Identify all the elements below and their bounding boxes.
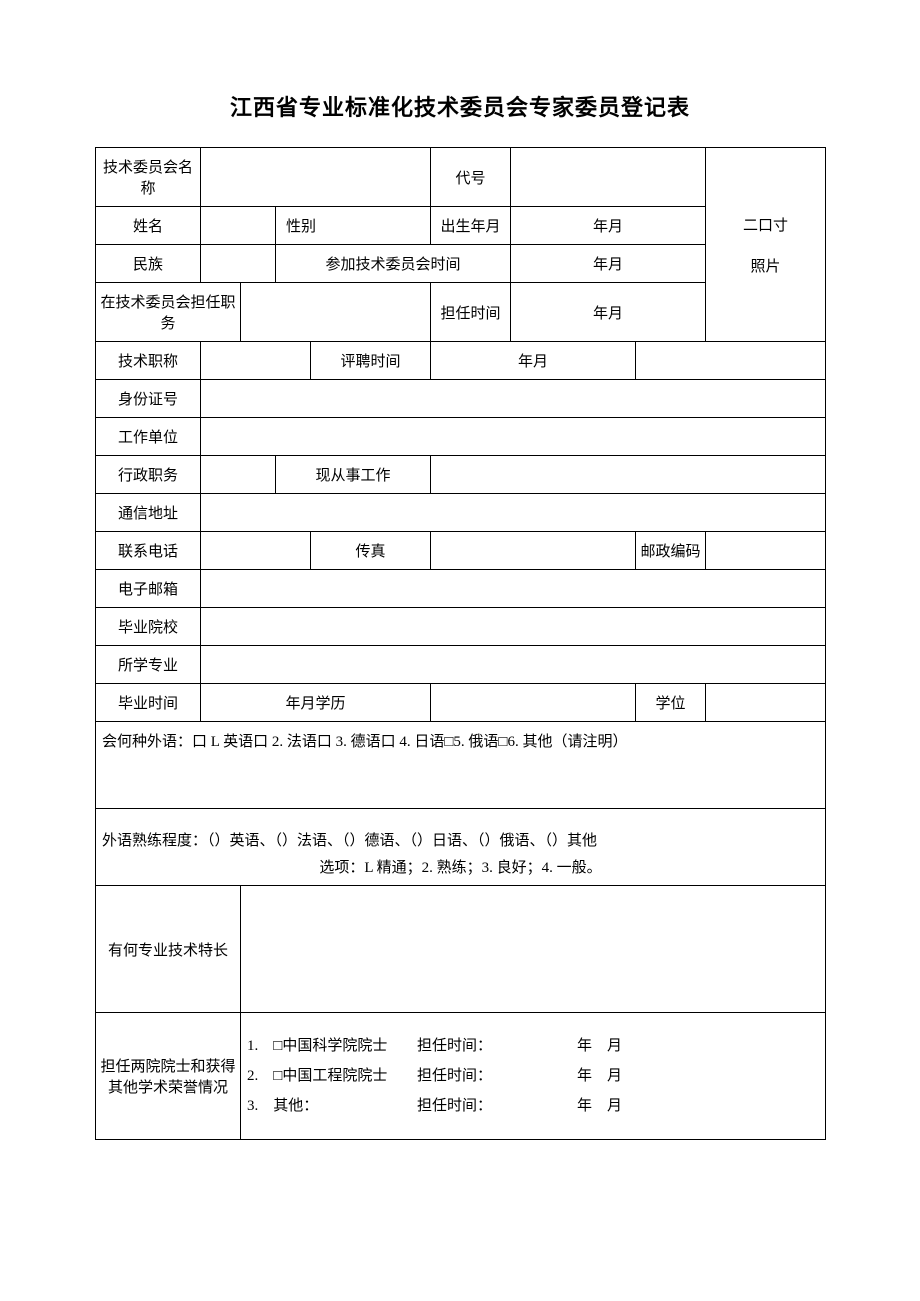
field-committee-name[interactable] xyxy=(201,148,431,207)
label-current-work: 现从事工作 xyxy=(276,456,431,494)
field-major[interactable] xyxy=(201,646,826,684)
field-current-work[interactable] xyxy=(431,456,826,494)
label-appoint-time: 评聘时间 xyxy=(311,342,431,380)
label-committee-position: 在技术委员会担任职务 xyxy=(96,283,241,342)
field-edu-extra[interactable] xyxy=(431,684,636,722)
field-work-unit[interactable] xyxy=(201,418,826,456)
honor-time-3: 担任时间： xyxy=(417,1091,577,1121)
label-ethnic: 民族 xyxy=(96,245,201,283)
label-specialty: 有何专业技术特长 xyxy=(96,886,241,1013)
label-name: 姓名 xyxy=(96,207,201,245)
field-proficiency[interactable]: 外语熟练程度：（）英语、（）法语、（）德语、（）日语、（）俄语、（）其他 选项：… xyxy=(96,809,826,886)
proficiency-options: 选项：L 精通；2. 熟练；3. 良好；4. 一般。 xyxy=(102,856,819,877)
field-id-no[interactable] xyxy=(201,380,826,418)
photo-label: 照片 xyxy=(710,255,821,276)
label-birth: 出生年月 xyxy=(431,207,511,245)
field-grad-edu[interactable]: 年月学历 xyxy=(201,684,431,722)
label-work-unit: 工作单位 xyxy=(96,418,201,456)
field-postal[interactable] xyxy=(706,532,826,570)
photo-area: 二口寸 照片 xyxy=(706,148,826,342)
field-address[interactable] xyxy=(201,494,826,532)
field-birth[interactable]: 年月 xyxy=(511,207,706,245)
field-name[interactable] xyxy=(201,207,276,245)
field-ethnic[interactable] xyxy=(201,245,276,283)
label-tech-title: 技术职称 xyxy=(96,342,201,380)
label-grad-time: 毕业时间 xyxy=(96,684,201,722)
honor-time-2: 担任时间： xyxy=(417,1061,577,1091)
field-tech-title[interactable] xyxy=(201,342,311,380)
label-serve-time: 担任时间 xyxy=(431,283,511,342)
field-honor[interactable]: 1. □中国科学院院士 担任时间： 年 月 2. □中国工程院院士 担任时间： … xyxy=(241,1013,826,1140)
honor-date-1[interactable]: 年 月 xyxy=(577,1031,622,1061)
field-fax[interactable] xyxy=(431,532,636,570)
page-title: 江西省专业标准化技术委员会专家委员登记表 xyxy=(95,90,825,122)
honor-date-2[interactable]: 年 月 xyxy=(577,1061,622,1091)
label-join-time: 参加技术委员会时间 xyxy=(276,245,511,283)
label-id-no: 身份证号 xyxy=(96,380,201,418)
label-school: 毕业院校 xyxy=(96,608,201,646)
label-postal: 邮政编码 xyxy=(636,532,706,570)
honor-date-3[interactable]: 年 月 xyxy=(577,1091,622,1121)
label-committee-name: 技术委员会名称 xyxy=(96,148,201,207)
field-degree[interactable] xyxy=(706,684,826,722)
field-appoint-extra[interactable] xyxy=(636,342,826,380)
label-gender: 性别 xyxy=(276,207,431,245)
label-phone: 联系电话 xyxy=(96,532,201,570)
label-major: 所学专业 xyxy=(96,646,201,684)
field-appoint-time[interactable]: 年月 xyxy=(431,342,636,380)
registration-form: 技术委员会名称 代号 二口寸 照片 姓名 性别 出生年月 年月 民族 参加技术委… xyxy=(95,147,826,1140)
field-code[interactable] xyxy=(511,148,706,207)
field-phone[interactable] xyxy=(201,532,311,570)
field-specialty[interactable] xyxy=(241,886,826,1013)
label-admin-pos: 行政职务 xyxy=(96,456,201,494)
field-languages[interactable]: 会何种外语：口 L 英语口 2. 法语口 3. 德语口 4. 日语□5. 俄语□… xyxy=(96,722,826,809)
label-email: 电子邮箱 xyxy=(96,570,201,608)
photo-size: 二口寸 xyxy=(710,214,821,235)
label-code: 代号 xyxy=(431,148,511,207)
proficiency-main: 外语熟练程度：（）英语、（）法语、（）德语、（）日语、（）俄语、（）其他 xyxy=(102,829,819,850)
honor-time-1: 担任时间： xyxy=(417,1031,577,1061)
honor-opt-2[interactable]: 2. □中国工程院院士 xyxy=(247,1061,417,1091)
field-admin-pos[interactable] xyxy=(201,456,276,494)
label-fax: 传真 xyxy=(311,532,431,570)
field-committee-position[interactable] xyxy=(241,283,431,342)
field-email[interactable] xyxy=(201,570,826,608)
field-serve-time[interactable]: 年月 xyxy=(511,283,706,342)
label-honor: 担任两院院士和获得其他学术荣誉情况 xyxy=(96,1013,241,1140)
label-degree: 学位 xyxy=(636,684,706,722)
field-join-time[interactable]: 年月 xyxy=(511,245,706,283)
honor-opt-1[interactable]: 1. □中国科学院院士 xyxy=(247,1031,417,1061)
field-school[interactable] xyxy=(201,608,826,646)
honor-opt-3[interactable]: 3. 其他： xyxy=(247,1091,417,1121)
label-address: 通信地址 xyxy=(96,494,201,532)
